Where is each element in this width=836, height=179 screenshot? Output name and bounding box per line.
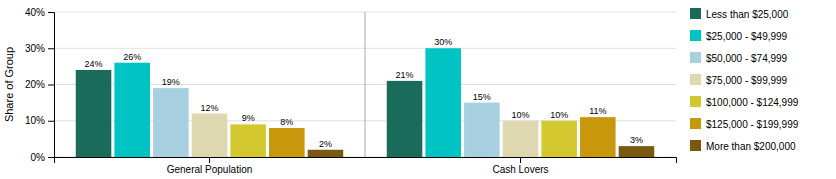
- x-axis: General Population Cash Lovers: [55, 157, 677, 175]
- x-axis-line: [55, 158, 677, 164]
- y-tick-label: 30%: [25, 43, 45, 54]
- legend-item: More than $200,000: [690, 140, 796, 152]
- y-tick-mark: [48, 85, 54, 86]
- bar: [619, 146, 655, 157]
- bar: [76, 70, 112, 157]
- bar: [503, 121, 539, 157]
- data-label: 11%: [589, 106, 606, 116]
- y-tick: 10%: [25, 115, 54, 126]
- data-label: 8%: [280, 117, 293, 127]
- bar: [192, 114, 228, 158]
- data-label: 10%: [511, 110, 529, 120]
- bar: [425, 48, 461, 157]
- legend-item: Less than $25,000: [690, 8, 789, 20]
- legend-item: $25,000 - $49,999: [690, 30, 788, 42]
- bar: [269, 128, 305, 157]
- grid: [54, 12, 676, 157]
- data-label: 12%: [200, 103, 218, 113]
- data-label: 15%: [473, 92, 491, 102]
- bars: [76, 48, 654, 157]
- chart: 24% 21% 26% 30% 19% 15% 12% 10% 9% 10% 8% 11% 2% 3% 0%…: [0, 0, 836, 179]
- legend-swatch: [690, 30, 701, 41]
- y-tick-mark: [48, 121, 54, 122]
- data-label: 9%: [242, 113, 255, 123]
- legend-swatch: [690, 96, 701, 107]
- legend: Less than $25,000 $25,000 - $49,999 $50,00…: [690, 8, 799, 152]
- y-tick: 40%: [25, 7, 54, 18]
- data-label: 10%: [550, 110, 568, 120]
- bar: [541, 121, 577, 157]
- y-tick-label: 0%: [31, 152, 46, 163]
- bar: [308, 150, 344, 157]
- bar: [114, 63, 150, 157]
- x-tick-mark: [209, 157, 210, 163]
- x-tick-label: Cash Lovers: [492, 164, 548, 175]
- legend-swatch: [690, 118, 701, 129]
- y-tick-label: 10%: [25, 115, 45, 126]
- legend-swatch: [690, 8, 701, 19]
- bar: [230, 124, 266, 157]
- y-axis-line: [48, 13, 55, 158]
- legend-item: $125,000 - $199,999: [690, 118, 799, 130]
- data-label: 3%: [630, 135, 643, 145]
- legend-label: $125,000 - $199,999: [706, 119, 799, 130]
- group-divider: [365, 12, 366, 157]
- y-tick-label: 20%: [25, 79, 45, 90]
- bar: [387, 81, 423, 157]
- y-tick-mark: [48, 157, 54, 158]
- bar: [464, 103, 500, 157]
- data-label: 26%: [123, 52, 141, 62]
- bar: [580, 117, 616, 157]
- y-tick: 30%: [25, 43, 54, 54]
- data-labels: 24% 21% 26% 30% 19% 15% 12% 10% 9% 10% 8% 11% 2% 3%: [85, 37, 643, 149]
- y-tick-label: 40%: [25, 7, 45, 18]
- bar: [153, 88, 189, 157]
- legend-swatch: [690, 52, 701, 63]
- legend-item: $50,000 - $74,999: [690, 52, 788, 64]
- legend-item: $75,000 - $99,999: [690, 74, 788, 86]
- data-label: 2%: [319, 139, 332, 149]
- legend-label: $75,000 - $99,999: [706, 75, 788, 86]
- data-label: 30%: [434, 37, 452, 47]
- x-tick-label: General Population: [167, 164, 253, 175]
- legend-label: Less than $25,000: [706, 9, 789, 20]
- y-tick-mark: [48, 48, 54, 49]
- legend-label: $100,000 - $124,999: [706, 97, 799, 108]
- legend-item: $100,000 - $124,999: [690, 96, 799, 108]
- x-tick: Cash Lovers: [492, 157, 548, 175]
- data-label: 21%: [396, 70, 414, 80]
- y-axis: 0% 10% 20% 30% 40%: [25, 7, 55, 163]
- legend-label: More than $200,000: [706, 141, 796, 152]
- legend-label: $25,000 - $49,999: [706, 31, 788, 42]
- data-label: 24%: [85, 59, 103, 69]
- y-tick: 0%: [31, 152, 54, 163]
- legend-swatch: [690, 140, 701, 151]
- y-axis-title: Share of Group: [3, 47, 15, 122]
- data-label: 19%: [162, 77, 180, 87]
- legend-swatch: [690, 74, 701, 85]
- y-tick-mark: [48, 12, 54, 13]
- plot: 24% 21% 26% 30% 19% 15% 12% 10% 9% 10% 8% 11% 2% 3% 0%…: [25, 7, 677, 175]
- x-tick-mark: [520, 157, 521, 163]
- y-tick: 20%: [25, 79, 54, 90]
- x-tick: General Population: [167, 157, 253, 175]
- legend-label: $50,000 - $74,999: [706, 53, 788, 64]
